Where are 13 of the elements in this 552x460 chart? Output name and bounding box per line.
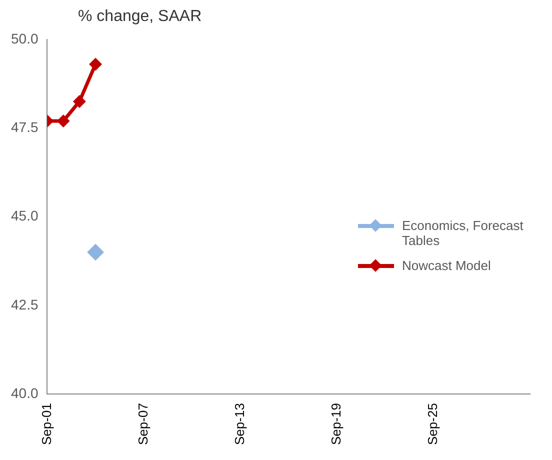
x-tick-label: Sep-25: [425, 403, 440, 445]
y-tick-label: 47.5: [11, 118, 38, 135]
x-tick-label: Sep-01: [38, 403, 54, 445]
x-tick-label: Sep-19: [328, 403, 344, 445]
x-tick-label: Sep-07: [135, 403, 150, 445]
legend-label: Nowcast Model: [402, 258, 491, 273]
y-tick-label: 50.0: [11, 30, 38, 46]
y-tick-label: 45.0: [11, 208, 38, 224]
x-tick-label: Sep-13: [232, 403, 247, 445]
y-tick-label: 42.5: [11, 296, 38, 312]
legend-label: Economics, Forecast Tables: [402, 218, 524, 248]
y-axis-title: % change, SAAR: [77, 8, 203, 27]
y-tick-label: 40.0: [11, 384, 38, 401]
